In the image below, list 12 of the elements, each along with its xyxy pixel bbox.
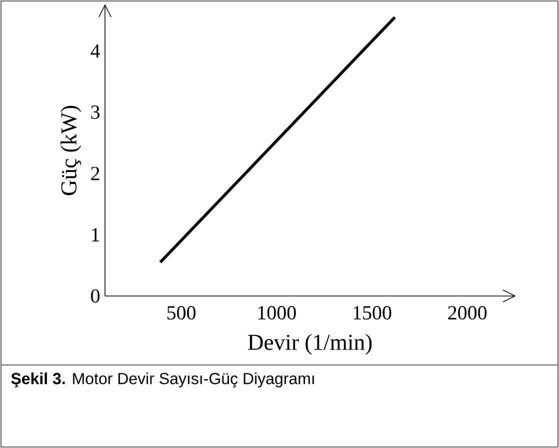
y-tick-label: 2 [91, 166, 100, 180]
y-tick-label: 3 [91, 105, 100, 119]
x-axis-title: Devir (1/min) [248, 334, 372, 355]
x-tick-label: 500 [167, 306, 196, 320]
x-tick-label: 2000 [448, 306, 487, 320]
y-tick-label: 4 [90, 44, 100, 58]
y-tick-label: 0 [91, 289, 100, 303]
y-axis-title: Güç (kW) [60, 106, 82, 196]
text: Şekil 3. Motor Devir Sayısı-Güç Diyagramı [11, 372, 314, 388]
x-tick-label: 1500 [354, 306, 392, 320]
x-tick-label: 1000 [258, 306, 296, 320]
y-tick-label: 1 [92, 228, 100, 242]
